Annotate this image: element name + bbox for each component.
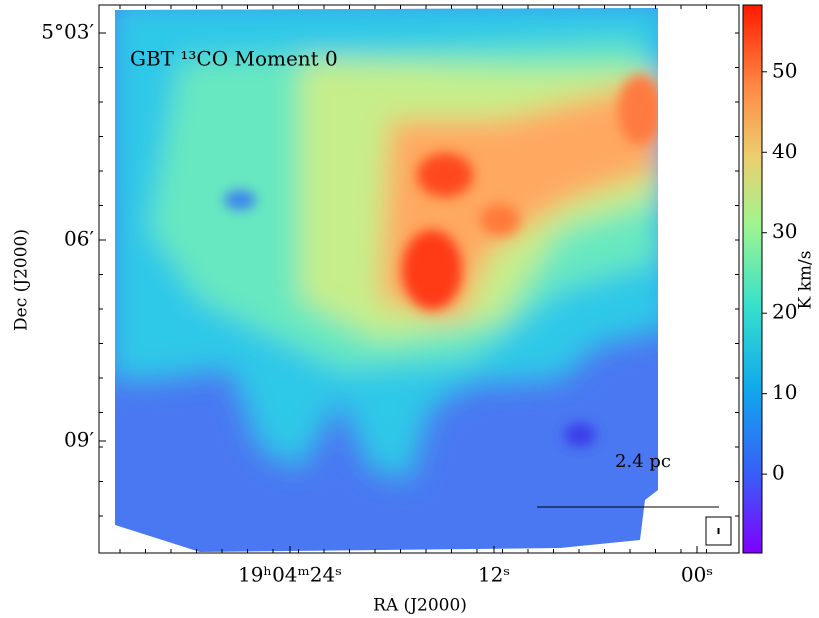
colorbar-tick-label: 50 (772, 58, 797, 82)
colorbar-tick-label: 30 (772, 219, 797, 243)
colorbar-label: K km/s (796, 251, 816, 310)
y-tick-label: 5°03′ (41, 20, 94, 44)
scale-bar-label: 2.4 pc (615, 451, 671, 472)
plot-frame (98, 4, 740, 554)
y-tick-label: 06′ (64, 227, 94, 251)
colorbar-tick-label: 20 (772, 300, 797, 324)
x-tick-label: 00ˢ (681, 563, 713, 587)
colorbar-tick-label: 40 (772, 139, 797, 163)
y-axis-label: Dec (J2000) (12, 229, 32, 331)
colorbar-tick-label: 10 (772, 380, 797, 404)
x-tick-label: 12ˢ (478, 563, 510, 587)
x-tick-label: 19ʰ04ᵐ24ˢ (238, 563, 342, 587)
chart-title: GBT ¹³CO Moment 0 (130, 47, 338, 71)
y-tick-label: 09′ (64, 428, 94, 452)
beam-box (705, 516, 732, 546)
colorbar (742, 4, 763, 554)
x-axis-label: RA (J2000) (373, 596, 467, 616)
colorbar-tick-label: 0 (772, 461, 785, 485)
intensity-map (115, 8, 658, 552)
